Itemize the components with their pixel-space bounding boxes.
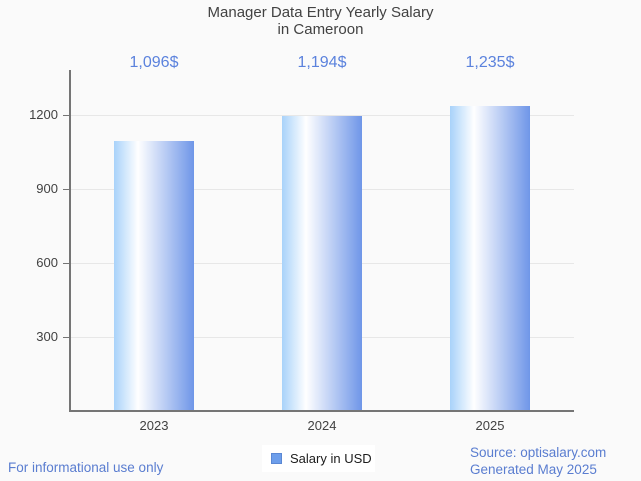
- source-block: Source: optisalary.com Generated May 202…: [470, 444, 606, 478]
- legend-label: Salary in USD: [290, 451, 372, 466]
- y-tick-label-900: 900: [36, 181, 58, 196]
- bar-2024[interactable]: [282, 116, 362, 411]
- y-tick-label-600: 600: [36, 255, 58, 270]
- value-label-2023: 1,096$: [129, 54, 179, 71]
- generated-text: Generated May 2025: [470, 462, 597, 477]
- disclaimer-text: For informational use only: [8, 460, 164, 475]
- x-tick-label-2023: 2023: [139, 418, 169, 433]
- bar-2025[interactable]: [450, 106, 530, 411]
- y-tick-900: [63, 189, 70, 190]
- x-tick-label-2025: 2025: [475, 418, 505, 433]
- legend: Salary in USD: [262, 445, 375, 472]
- x-axis-line: [69, 410, 574, 412]
- source-link[interactable]: Source: optisalary.com: [470, 445, 607, 460]
- y-tick-label-1200: 1200: [29, 107, 58, 122]
- y-tick-600: [63, 263, 70, 264]
- y-tick-label-300: 300: [36, 329, 58, 344]
- y-axis-line: [69, 70, 71, 411]
- legend-color-swatch-icon: [271, 453, 282, 464]
- gridline-1200: [70, 115, 574, 116]
- value-label-2024: 1,194$: [297, 54, 347, 71]
- chart-title: Manager Data Entry Yearly Salary in Came…: [207, 4, 434, 38]
- y-tick-1200: [63, 115, 70, 116]
- y-tick-300: [63, 337, 70, 338]
- x-tick-label-2024: 2024: [307, 418, 337, 433]
- value-label-2025: 1,235$: [465, 54, 515, 71]
- bar-2023[interactable]: [114, 140, 194, 411]
